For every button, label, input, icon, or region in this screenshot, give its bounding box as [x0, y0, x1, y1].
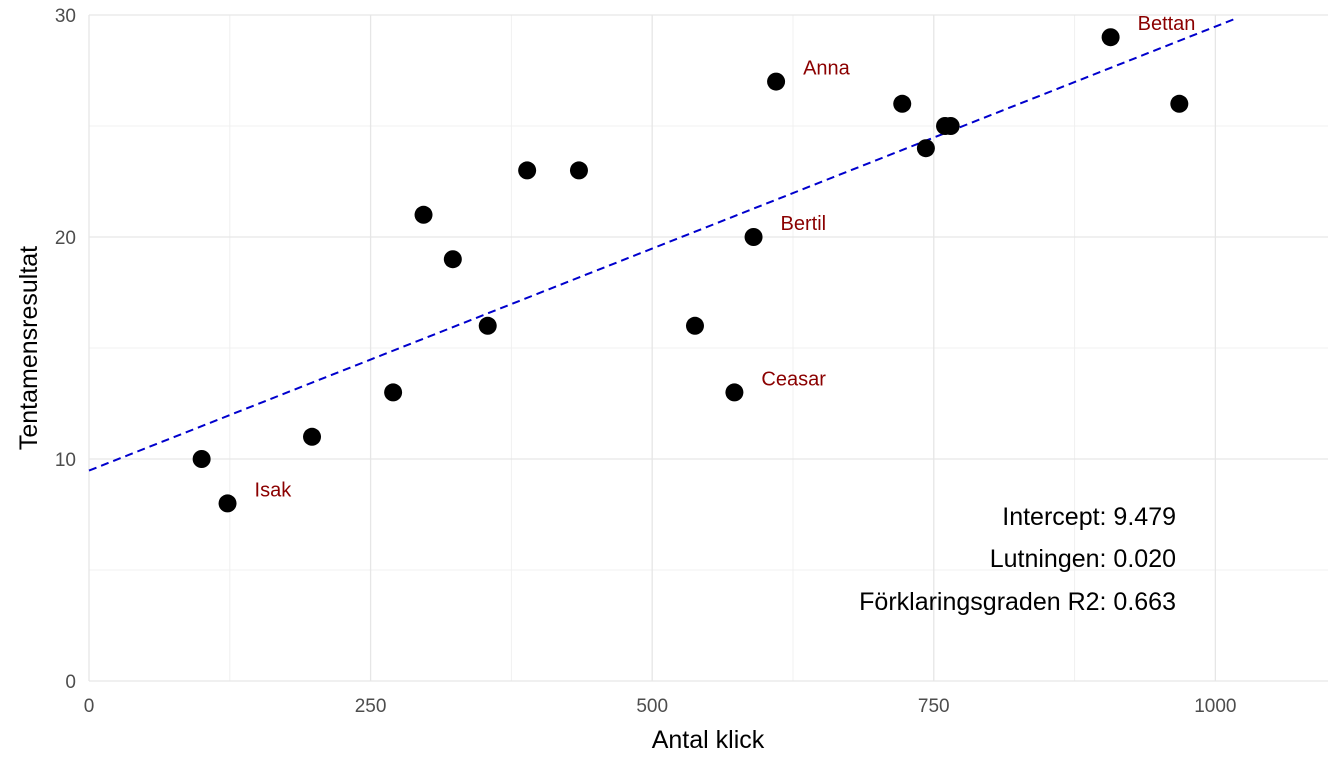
data-point — [569, 161, 588, 180]
r2-annotation: Förklaringsgraden R2: 0.663 — [859, 588, 1176, 616]
y-tick-label: 0 — [65, 672, 76, 693]
x-tick-label: 500 — [636, 696, 668, 717]
data-point — [916, 139, 935, 158]
data-points — [192, 28, 1189, 513]
point-label: Ceasar — [761, 368, 826, 390]
data-point — [1170, 94, 1189, 113]
point-labels: Isak Ceasar Bertil Anna Bettan — [255, 13, 1196, 501]
data-point — [767, 72, 786, 91]
intercept-annotation: Intercept: 9.479 — [1002, 503, 1176, 531]
y-tick-label: 20 — [55, 228, 76, 249]
data-point — [725, 383, 744, 402]
data-point — [192, 450, 211, 468]
data-point — [941, 117, 960, 135]
point-label: Isak — [255, 479, 293, 501]
data-point — [478, 316, 497, 335]
y-tick-label: 30 — [55, 6, 76, 27]
data-point — [1101, 28, 1120, 47]
x-axis-title: Antal klick — [652, 726, 765, 754]
point-label: Anna — [803, 58, 851, 80]
grid — [88, 14, 1328, 682]
x-tick-label: 750 — [918, 696, 950, 717]
data-point — [744, 228, 763, 246]
data-point — [218, 494, 237, 513]
slope-annotation: Lutningen: 0.020 — [990, 545, 1176, 573]
axis-ticks: 0 250 500 750 1000 0 10 20 30 — [55, 6, 1237, 717]
x-tick-label: 0 — [84, 696, 95, 717]
x-tick-label: 1000 — [1194, 696, 1236, 717]
data-point — [414, 205, 433, 224]
y-axis-title: Tentamensresultat — [15, 246, 43, 450]
regression-line-group — [88, 16, 1239, 472]
x-tick-label: 250 — [355, 696, 387, 717]
regression-line — [88, 16, 1239, 472]
point-label: Bertil — [781, 213, 827, 235]
data-point — [685, 316, 704, 335]
y-tick-label: 10 — [55, 450, 76, 471]
data-point — [893, 94, 912, 113]
data-point — [303, 427, 322, 446]
point-label: Bettan — [1138, 13, 1196, 35]
data-point — [518, 161, 537, 180]
data-point — [384, 383, 403, 402]
data-point — [443, 250, 462, 269]
